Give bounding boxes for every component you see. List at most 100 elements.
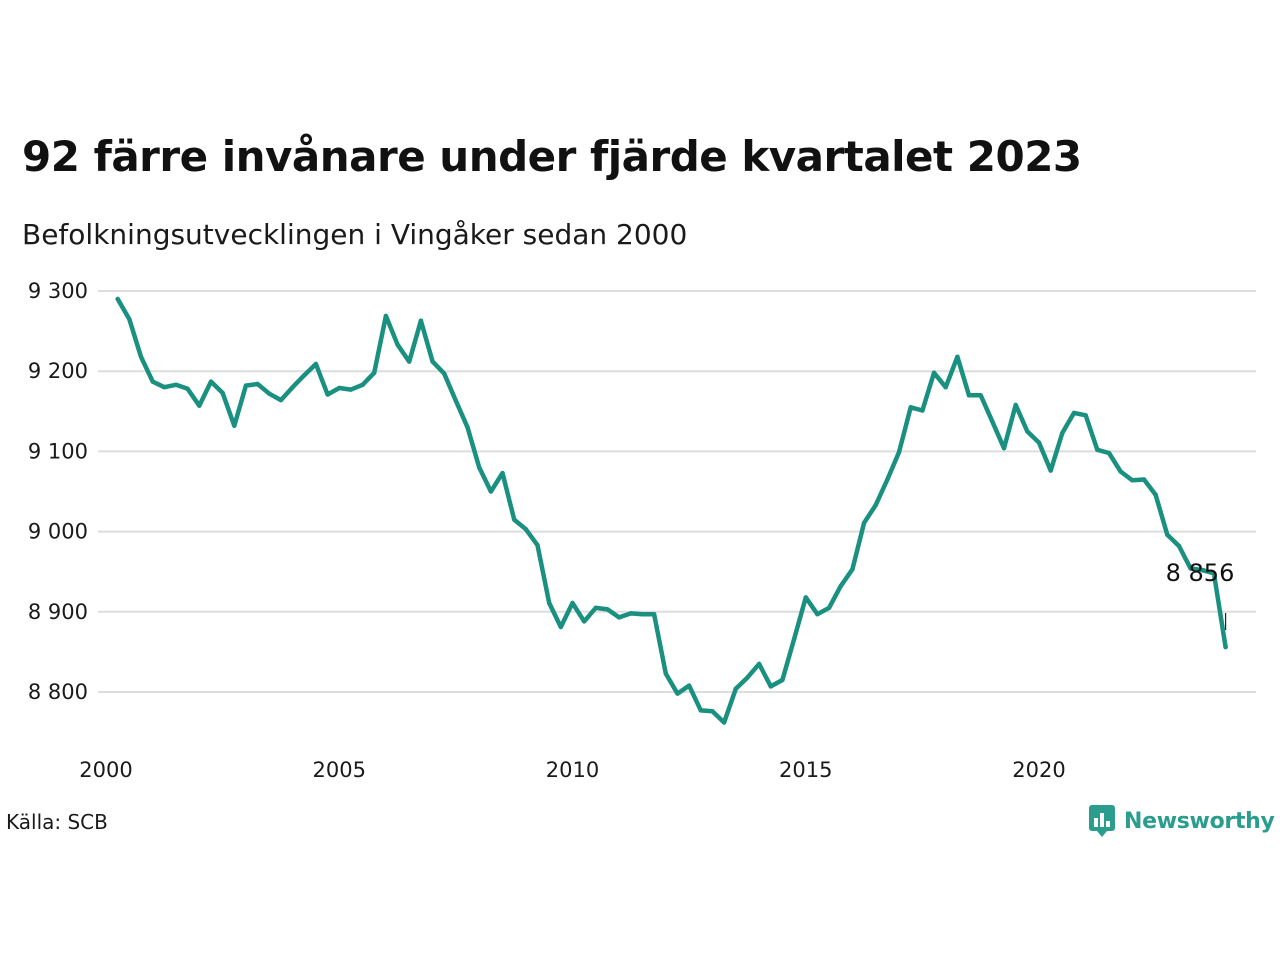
data-point	[232, 423, 237, 428]
data-point	[628, 611, 633, 616]
newsworthy-logo: Newsworthy	[1088, 804, 1275, 838]
x-tick-label: 2015	[779, 758, 832, 782]
data-point	[115, 296, 120, 302]
y-tick-label: 9 200	[28, 359, 88, 383]
data-point	[721, 720, 727, 725]
x-tick-label: 2020	[1012, 758, 1065, 782]
x-tick-label: 2000	[79, 758, 132, 782]
data-point	[127, 316, 132, 322]
data-point	[768, 684, 773, 689]
y-tick-label: 8 800	[28, 680, 88, 704]
data-point	[302, 373, 307, 378]
data-point	[1013, 402, 1018, 408]
y-tick-label: 9 100	[28, 439, 88, 463]
data-point	[430, 359, 435, 364]
data-point	[605, 607, 610, 612]
bar-chart-bubble-icon	[1089, 805, 1115, 837]
logo-text: Newsworthy	[1124, 808, 1275, 834]
data-point	[640, 612, 645, 617]
data-point	[570, 600, 575, 606]
data-point	[733, 686, 738, 691]
data-point	[920, 408, 925, 413]
data-point	[616, 615, 622, 620]
data-point	[593, 605, 598, 610]
annotation-layer: 8 856	[1166, 559, 1235, 630]
data-point	[418, 318, 424, 323]
data-point	[850, 567, 855, 572]
data-point	[383, 313, 389, 319]
data-point	[372, 370, 377, 375]
data-point	[547, 600, 552, 606]
data-point	[1141, 477, 1147, 482]
data-point	[1211, 571, 1217, 576]
data-point	[838, 583, 843, 589]
data-point	[1176, 543, 1182, 549]
data-point	[990, 419, 995, 424]
y-tick-label: 8 900	[28, 600, 88, 624]
data-point	[278, 397, 284, 403]
data-point	[1188, 566, 1193, 571]
last-value-label: 8 856	[1166, 559, 1235, 587]
data-point	[313, 361, 319, 367]
data-point	[955, 354, 960, 359]
data-point	[1118, 469, 1123, 474]
data-point	[150, 379, 155, 384]
data-point	[395, 342, 400, 347]
data-point	[442, 371, 447, 376]
data-point	[512, 517, 517, 522]
y-tick-label: 9 000	[28, 520, 88, 544]
data-point	[558, 624, 563, 630]
data-point	[780, 677, 785, 683]
data-point	[535, 543, 540, 548]
data-point	[243, 383, 249, 388]
series-line	[115, 296, 1228, 725]
data-point	[453, 398, 459, 404]
x-axis-ticks: 2000 2005 2010 2015 2020	[79, 758, 1065, 782]
data-point	[290, 385, 295, 390]
x-tick-label: 2005	[313, 758, 366, 782]
data-point	[978, 393, 983, 398]
data-point	[1130, 478, 1135, 483]
x-tick-label: 2010	[546, 758, 599, 782]
data-point	[407, 359, 412, 364]
data-point	[745, 675, 750, 680]
data-point	[1106, 450, 1112, 456]
data-point	[1223, 644, 1228, 650]
data-point	[908, 405, 913, 410]
data-point	[651, 612, 657, 617]
data-point	[943, 385, 948, 390]
data-point	[815, 612, 820, 617]
data-point	[523, 527, 528, 532]
data-point	[803, 595, 808, 600]
data-point	[500, 470, 505, 476]
data-point	[488, 489, 494, 494]
data-point	[197, 403, 202, 408]
data-point	[885, 477, 890, 482]
data-point	[162, 385, 167, 390]
data-point	[1060, 430, 1065, 436]
data-point	[220, 390, 225, 396]
data-point	[1153, 492, 1158, 497]
data-point	[208, 379, 214, 384]
data-point	[1036, 440, 1042, 445]
data-point	[826, 605, 832, 610]
data-point	[896, 450, 902, 455]
data-point	[966, 393, 972, 398]
data-point	[185, 386, 190, 391]
data-point	[138, 354, 144, 359]
data-point	[791, 636, 797, 642]
data-point	[1165, 532, 1170, 537]
data-point	[710, 709, 715, 714]
data-point	[931, 370, 937, 375]
data-point	[1071, 410, 1077, 416]
data-point	[675, 691, 680, 696]
data-point	[465, 425, 470, 430]
y-tick-label: 9 300	[28, 279, 88, 303]
source-note: Källa: SCB	[6, 810, 108, 834]
data-point	[1001, 446, 1007, 451]
data-point	[477, 465, 482, 470]
data-point	[173, 382, 179, 387]
y-axis-ticks: 9 300 9 200 9 100 9 000 8 900 8 800	[28, 279, 88, 704]
data-point	[337, 385, 342, 391]
